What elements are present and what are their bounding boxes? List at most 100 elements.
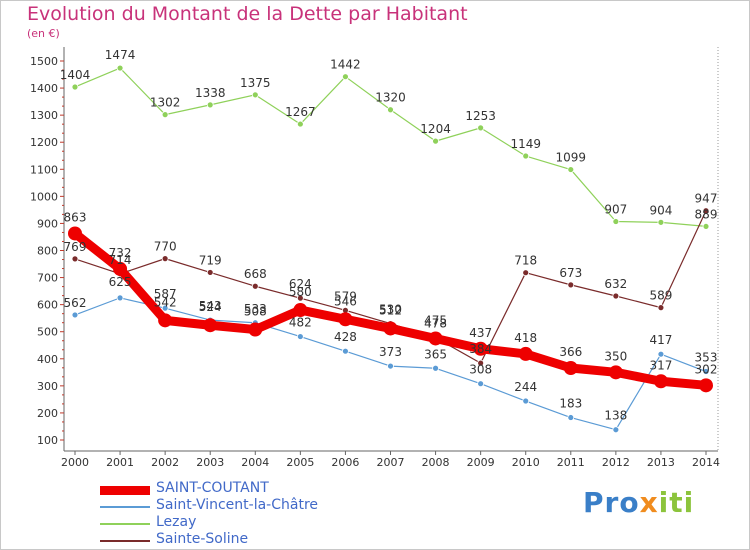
data-label-0: 732 [109,246,132,260]
x-tick-label: 2010 [512,456,540,469]
x-tick-label: 2009 [467,456,495,469]
y-tick-label: 800 [37,245,58,258]
data-label-3: 632 [604,277,627,291]
y-tick-label: 400 [37,353,58,366]
data-label-2: 1099 [556,151,587,165]
data-label-1: 308 [469,363,492,377]
series-point-0 [158,313,173,328]
series-point-1 [657,350,665,358]
data-label-1: 428 [334,330,357,344]
series-point-3 [612,292,620,300]
chart-title: Evolution du Montant de la Dette par Hab… [27,3,468,25]
series-point-1 [387,362,394,370]
legend-swatch [100,506,150,508]
series-point-3 [477,359,485,367]
series-point-3 [567,281,575,289]
data-label-3: 769 [64,240,87,254]
data-label-2: 1149 [510,137,541,151]
series-point-3 [71,255,79,263]
chart-unit-label: (en €) [27,27,60,40]
data-label-1: 365 [424,347,447,361]
y-tick-label: 200 [37,407,58,420]
data-label-3: 947 [695,192,718,206]
legend-label: Lezay [156,514,197,530]
series-point-1 [477,380,485,388]
legend-swatch [100,485,150,495]
series-point-0 [428,331,443,346]
x-tick-label: 2012 [602,456,630,469]
series-point-2 [116,64,124,72]
data-label-3: 719 [199,253,222,267]
series-point-3 [161,255,169,263]
series-point-3 [206,269,214,276]
data-label-2: 1442 [330,58,361,72]
series-point-0 [473,341,488,356]
series-point-0 [68,226,82,241]
data-label-1: 543 [199,299,222,313]
data-label-1: 353 [695,351,718,365]
data-label-0: 508 [244,305,267,319]
data-label-1: 625 [109,275,132,289]
x-tick-label: 2003 [196,456,224,469]
y-tick-label: 700 [37,272,58,285]
y-tick-label: 300 [37,380,58,393]
data-label-2: 1302 [150,96,181,110]
y-tick-label: 1000 [30,190,58,203]
data-label-0: 350 [604,349,627,363]
y-tick-label: 1100 [30,163,58,176]
legend-label: Sainte-Soline [156,531,249,547]
data-label-0: 512 [379,303,402,317]
x-tick-label: 2002 [151,456,179,469]
series-point-1 [522,397,530,405]
series-point-2 [342,73,349,81]
data-label-2: 889 [695,207,718,221]
y-tick-label: 500 [37,326,58,339]
logo-part-1: Pro [583,486,640,519]
series-point-2 [71,83,79,91]
y-tick-label: 1500 [30,55,58,68]
proxiti-logo: Proxiti [583,486,694,519]
data-label-1: 138 [604,409,627,423]
series-point-3 [522,269,530,277]
data-label-3: 579 [334,289,357,303]
series-point-2 [296,120,304,128]
series-point-0 [203,318,218,333]
logo-part-3: iti [658,486,695,519]
legend-swatch [100,540,150,542]
series-point-1 [161,304,169,312]
data-label-3: 668 [244,267,267,281]
data-label-1: 183 [559,397,582,411]
series-point-2 [657,218,665,226]
data-label-0: 580 [289,285,312,299]
series-point-1 [342,347,349,355]
data-label-0: 366 [559,345,582,359]
data-label-0: 524 [199,300,222,314]
x-tick-label: 2000 [61,456,89,469]
x-tick-label: 2004 [241,456,269,469]
series-point-2 [522,152,530,160]
series-point-2 [251,91,259,99]
data-label-3: 589 [649,289,672,303]
series-point-1 [432,364,439,372]
series-point-0 [338,312,353,327]
data-label-0: 437 [469,326,492,340]
data-label-2: 1204 [420,122,451,136]
series-point-3 [657,304,665,312]
data-label-3: 478 [424,317,447,331]
x-tick-label: 2001 [106,456,134,469]
series-point-0 [699,378,713,393]
data-label-0: 542 [154,295,177,309]
data-label-1: 417 [649,333,672,347]
series-point-1 [702,368,710,375]
legend-label: SAINT-COUTANT [156,480,269,496]
data-label-0: 546 [334,294,357,308]
series-point-2 [477,124,485,132]
series-point-1 [296,333,304,340]
series-point-0 [563,360,578,375]
data-label-2: 1320 [375,91,406,105]
data-label-2: 1253 [465,109,496,123]
y-tick-label: 900 [37,217,58,230]
data-label-2: 907 [604,203,627,217]
series-point-3 [702,207,710,215]
